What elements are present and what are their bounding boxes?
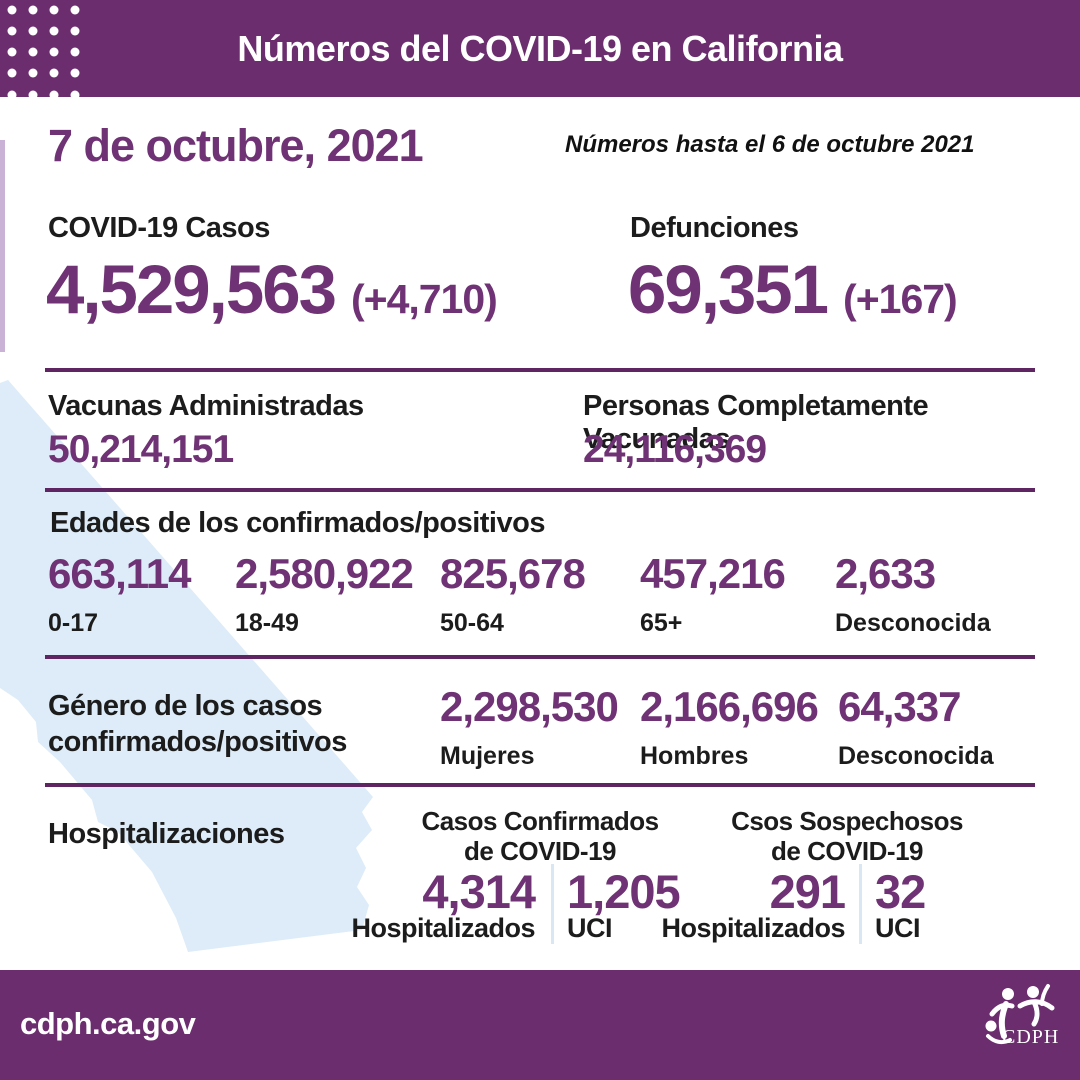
age-label: Desconocida [835, 609, 991, 637]
age-group-0-17: 663,114 0-17 [48, 550, 192, 638]
gender-heading-line2: confirmados/positivos [48, 726, 347, 758]
fully-vaccinated-label: Personas Completamente Vacunadas [583, 390, 929, 455]
confirmed-header-line1: Casos Confirmados [421, 806, 659, 836]
confirmed-header-line2: de COVID-19 [464, 836, 617, 866]
column-divider [859, 864, 862, 944]
vaccines-administered-label: Vacunas Administradas [48, 390, 364, 422]
confirmed-cases-column-header: Casos Confirmados de COVID-19 [395, 806, 685, 866]
footer-url: cdph.ca.gov [20, 1006, 196, 1041]
deaths-row: 69,351 (+167) [628, 250, 958, 329]
age-label: 18-49 [235, 609, 299, 637]
gender-label: Desconocida [838, 742, 994, 770]
hospitalizations-heading: Hospitalizaciones [48, 818, 285, 850]
left-accent-stripe [0, 140, 5, 352]
confirmed-icu-label: UCI [567, 913, 613, 943]
suspected-cases-column-header: Csos Sospechosos de COVID-19 [712, 806, 982, 866]
gender-group-unknown: 64,337 Desconocida [838, 683, 994, 771]
data-as-of-note: Números hasta el 6 de octubre 2021 [565, 131, 975, 158]
divider-rule-4 [45, 783, 1035, 787]
suspected-header-line1: Csos Sospechosos [731, 806, 963, 836]
footer-bar: cdph.ca.gov CDPH [0, 970, 1080, 1080]
gender-group-men: 2,166,696 Hombres [640, 683, 819, 771]
cdph-logo-text: CDPH [1002, 1026, 1060, 1048]
age-label: 65+ [640, 609, 683, 637]
confirmed-hospitalized-value: 4,314 [422, 865, 536, 918]
gender-heading: Género de los casos confirmados/positivo… [48, 688, 347, 760]
report-date: 7 de octubre, 2021 [48, 120, 424, 171]
age-value: 2,633 [835, 550, 936, 597]
deaths-label: Defunciones [630, 212, 799, 244]
vaccines-administered-value: 50,214,151 [48, 428, 234, 471]
gender-heading-line1: Género de los casos [48, 690, 323, 722]
cases-row: 4,529,563 (+4,710) [46, 250, 498, 329]
age-label: 0-17 [48, 609, 99, 637]
cases-value: 4,529,563 [46, 251, 337, 328]
gender-label: Mujeres [440, 742, 535, 770]
gender-value: 64,337 [838, 683, 961, 730]
suspected-hospitalized-label: Hospitalizados [661, 913, 845, 943]
age-value: 2,580,922 [235, 550, 414, 597]
suspected-hospitalized-value: 291 [769, 865, 846, 918]
suspected-icu-label: UCI [875, 913, 921, 943]
ages-heading: Edades de los confirmados/positivos [50, 507, 545, 539]
age-value: 663,114 [48, 550, 192, 597]
cases-label: COVID-19 Casos [48, 212, 270, 244]
page-title: Números del COVID-19 en California [237, 28, 843, 69]
age-value: 825,678 [440, 550, 586, 597]
confirmed-icu-value: 1,205 [567, 865, 681, 918]
cdph-logo: CDPH [978, 980, 1064, 1072]
age-group-50-64: 825,678 50-64 [440, 550, 586, 638]
age-group-18-49: 2,580,922 18-49 [235, 550, 414, 638]
column-divider [551, 864, 554, 944]
divider-rule-1 [45, 368, 1035, 372]
age-group-unknown: 2,633 Desconocida [835, 550, 991, 638]
deaths-delta: (+167) [843, 276, 958, 322]
gender-label: Hombres [640, 742, 749, 770]
gender-value: 2,298,530 [440, 683, 619, 730]
deaths-value: 69,351 [628, 251, 829, 328]
gender-group-women: 2,298,530 Mujeres [440, 683, 619, 771]
header-bar: Números del COVID-19 en California [0, 0, 1080, 97]
dot-grid-icon [7, 5, 80, 97]
divider-rule-3 [45, 655, 1035, 659]
divider-rule-2 [45, 488, 1035, 492]
fully-vaccinated-value: 24,116,369 [583, 428, 767, 471]
age-group-65plus: 457,216 65+ [640, 550, 786, 638]
age-label: 50-64 [440, 609, 504, 637]
suspected-icu-value: 32 [875, 865, 926, 918]
age-value: 457,216 [640, 550, 786, 597]
suspected-header-line2: de COVID-19 [771, 836, 924, 866]
gender-value: 2,166,696 [640, 683, 819, 730]
confirmed-hospitalized-label: Hospitalizados [351, 913, 535, 943]
cases-delta: (+4,710) [350, 276, 498, 322]
